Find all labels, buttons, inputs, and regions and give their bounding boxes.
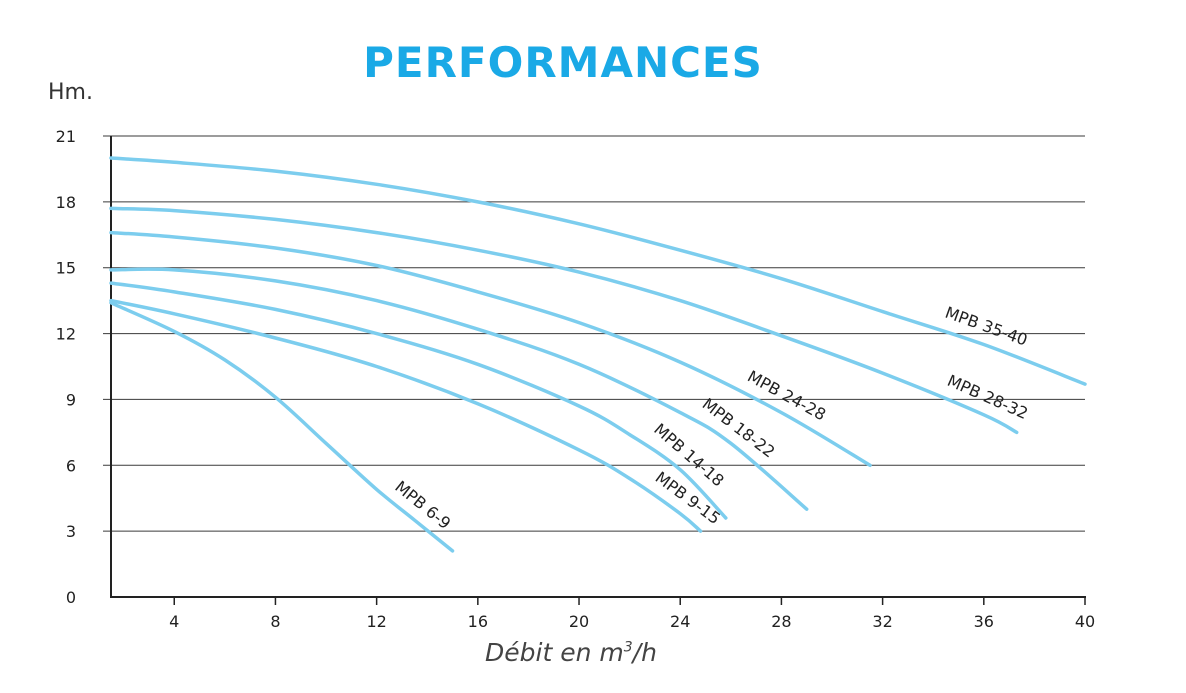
x-axis-label-prefix: Débit en m: [485, 638, 624, 667]
series-line: [109, 156, 1087, 386]
grid-layer: [103, 135, 1085, 532]
x-tick-label: 28: [771, 612, 791, 631]
series-line: [109, 206, 1019, 435]
x-tick-label: 40: [1075, 612, 1095, 631]
x-tick-label: 36: [974, 612, 994, 631]
y-tick-label: 12: [56, 325, 76, 344]
y-tick-label: 21: [56, 127, 76, 146]
x-tick-label: 20: [569, 612, 589, 631]
x-axis-label: Débit en m3/h: [485, 638, 657, 667]
y-axis-label: Hm.: [48, 80, 93, 105]
x-tick-label: 8: [270, 612, 280, 631]
y-tick-label: 0: [66, 588, 76, 607]
x-tick-label: 4: [169, 612, 179, 631]
x-tick-label: 32: [872, 612, 892, 631]
series-line: [109, 267, 809, 511]
y-tick-label: 3: [66, 522, 76, 541]
series-layer: [109, 156, 1087, 553]
x-axis-label-superscript: 3: [623, 639, 633, 656]
y-tick-label: 6: [66, 456, 76, 475]
y-tick-label: 9: [66, 390, 76, 409]
y-tick-label: 15: [56, 259, 76, 278]
x-tick-label: 24: [670, 612, 690, 631]
series-label: MPB 35-40: [943, 303, 1030, 350]
x-tick-label: 16: [468, 612, 488, 631]
series-line: [109, 298, 703, 533]
x-axis-label-suffix: /h: [632, 638, 657, 667]
chart-title: PERFORMANCES: [363, 38, 763, 87]
x-tick-label: 12: [366, 612, 386, 631]
y-tick-label: 18: [56, 193, 76, 212]
series-line: [109, 301, 455, 553]
series-line: [109, 281, 728, 520]
series-line: [109, 230, 872, 468]
